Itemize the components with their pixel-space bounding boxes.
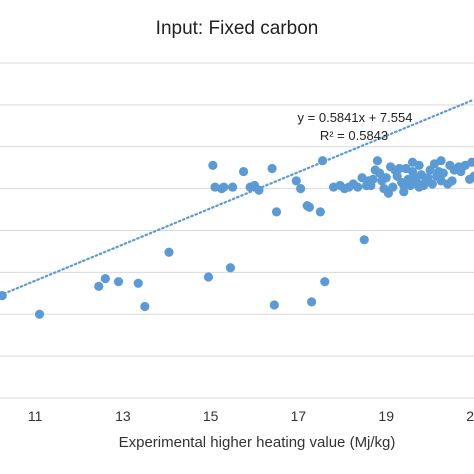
data-point — [208, 160, 218, 170]
data-point — [307, 297, 317, 307]
data-points — [0, 156, 474, 319]
x-tick-label: 17 — [291, 408, 307, 424]
data-point — [359, 235, 369, 245]
x-tick-label: 13 — [115, 408, 131, 424]
data-point — [296, 184, 306, 194]
data-point — [271, 207, 282, 217]
data-point — [394, 163, 404, 174]
x-tick-label: 19 — [378, 408, 394, 424]
trendline — [0, 98, 474, 297]
data-point — [467, 157, 474, 167]
gridlines — [0, 62, 474, 399]
data-point — [315, 207, 325, 217]
data-point — [388, 182, 398, 192]
data-point — [94, 281, 104, 291]
data-point — [317, 156, 328, 166]
x-axis-ticks: 11 13 15 17 19 21 — [28, 408, 474, 424]
data-point — [438, 168, 448, 178]
data-point — [304, 202, 315, 212]
data-point — [238, 166, 249, 177]
data-point — [392, 171, 402, 181]
data-point — [164, 247, 174, 257]
data-point — [364, 176, 374, 186]
data-point — [254, 185, 264, 195]
data-point — [228, 182, 238, 192]
data-point — [353, 182, 363, 192]
x-axis-label: Experimental higher heating value (Mj/kg… — [119, 434, 396, 451]
data-point — [267, 163, 277, 174]
x-tick-label: 11 — [28, 408, 43, 424]
data-point — [370, 165, 380, 175]
data-point — [269, 300, 279, 310]
data-point — [447, 176, 457, 186]
data-point — [0, 291, 7, 301]
data-point — [113, 277, 124, 287]
data-point — [469, 171, 474, 181]
x-tick-label: 21 — [466, 408, 474, 424]
data-point — [225, 263, 236, 273]
data-point — [291, 176, 301, 186]
data-point — [140, 301, 150, 312]
data-point — [381, 173, 391, 183]
data-point — [320, 277, 330, 287]
data-point — [407, 157, 418, 167]
chart-title: Input: Fixed carbon — [156, 18, 319, 39]
data-point — [427, 179, 437, 189]
data-point — [456, 166, 466, 177]
data-point — [219, 182, 229, 192]
trendline-r-squared: R² = 0.5843 — [320, 128, 388, 143]
data-point — [372, 156, 383, 166]
data-point — [445, 160, 455, 170]
data-point — [100, 273, 110, 284]
trendline-layer — [0, 98, 474, 297]
data-point — [34, 309, 45, 319]
x-tick-label: 15 — [203, 408, 219, 424]
data-point — [401, 163, 411, 174]
data-point — [133, 278, 143, 288]
data-point — [203, 272, 214, 282]
trendline-equation: y = 0.5841x + 7.554 — [298, 110, 413, 125]
data-point — [436, 156, 446, 166]
